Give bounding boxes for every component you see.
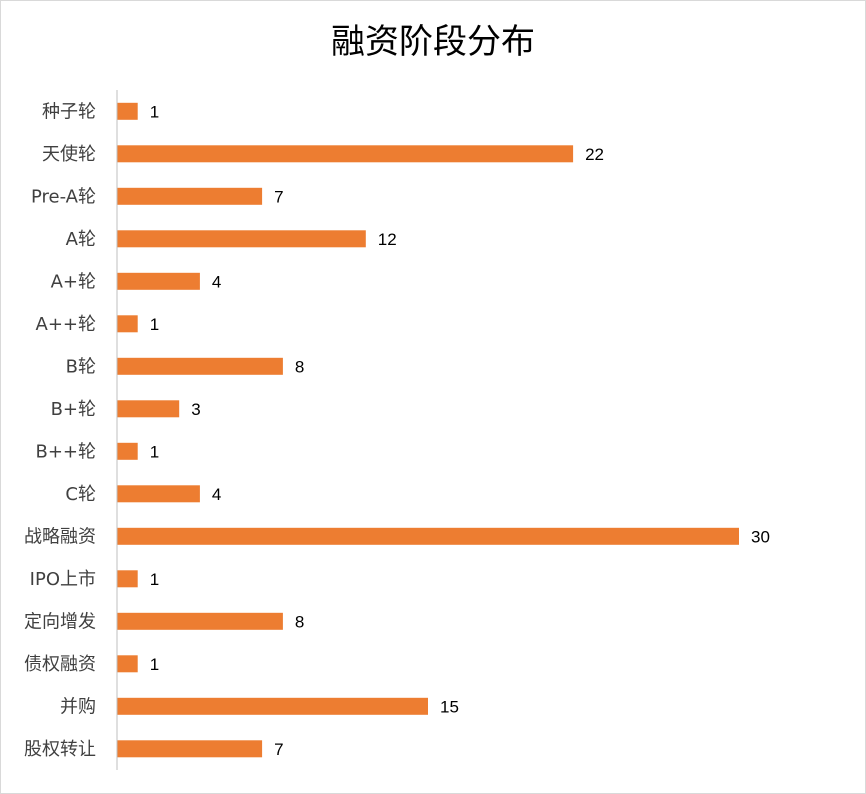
data-label: 22 (585, 145, 604, 164)
bar-9 (117, 485, 200, 503)
bar-0 (117, 102, 138, 120)
data-label: 7 (274, 740, 283, 759)
category-label: 定向增发 (24, 611, 96, 632)
bar-14 (117, 697, 428, 715)
data-label: 7 (274, 187, 283, 206)
category-label: A轮 (66, 229, 96, 250)
data-label: 1 (150, 102, 159, 121)
category-label: C轮 (65, 484, 96, 505)
category-label: 天使轮 (42, 144, 96, 165)
bar-2 (117, 187, 263, 205)
bar-13 (117, 655, 138, 673)
category-label: 战略融资 (24, 526, 96, 547)
category-label: B+轮 (51, 399, 96, 420)
data-label: 1 (150, 655, 159, 674)
data-label: 4 (212, 485, 221, 504)
category-label: Pre-A轮 (31, 186, 96, 207)
bar-3 (117, 230, 366, 248)
category-label: A++轮 (36, 314, 96, 335)
data-label: 3 (191, 400, 200, 419)
data-label: 1 (150, 570, 159, 589)
category-label: 债权融资 (24, 654, 96, 675)
bar-12 (117, 612, 283, 630)
category-label: B++轮 (35, 441, 96, 462)
data-label: 8 (295, 612, 304, 631)
category-label: 并购 (60, 696, 96, 717)
bar-10 (117, 527, 739, 545)
category-label: IPO上市 (30, 569, 96, 590)
data-label: 1 (150, 315, 159, 334)
category-label: 种子轮 (42, 101, 96, 122)
data-label: 15 (440, 697, 459, 716)
data-label: 4 (212, 272, 221, 291)
bar-15 (117, 740, 263, 758)
category-label: B轮 (66, 356, 96, 377)
data-label: 12 (378, 230, 397, 249)
bar-7 (117, 400, 180, 418)
category-label: 股权转让 (24, 739, 96, 760)
bar-4 (117, 272, 200, 290)
data-label: 30 (751, 527, 770, 546)
bar-5 (117, 315, 138, 333)
data-label: 8 (295, 357, 304, 376)
bar-6 (117, 357, 283, 375)
bar-11 (117, 570, 138, 588)
data-label: 1 (150, 442, 159, 461)
bar-1 (117, 145, 574, 163)
bar-8 (117, 442, 138, 460)
category-label: A+轮 (51, 271, 96, 292)
chart-title: 融资阶段分布 (331, 22, 535, 62)
